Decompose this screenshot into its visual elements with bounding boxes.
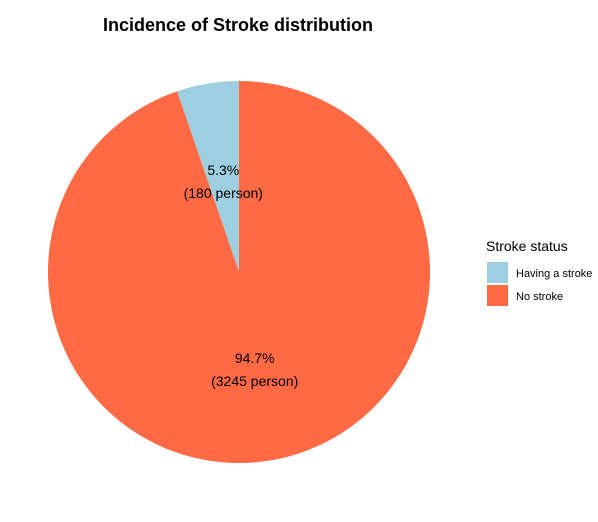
slice-having-stroke [177, 81, 239, 272]
slice-label-having-stroke-percent: 5.3% [207, 162, 239, 178]
legend-key-having-stroke [487, 262, 508, 283]
legend-key-no-stroke [487, 285, 508, 306]
legend-title: Stroke status [486, 238, 568, 254]
slice-label-having-stroke-count: (180 person) [184, 185, 263, 201]
slice-label-no-stroke-percent: 94.7% [235, 350, 275, 366]
slice-label-no-stroke-count: (3245 person) [211, 373, 298, 389]
chart-title: Incidence of Stroke distribution [103, 15, 373, 35]
slice-no-stroke [48, 81, 431, 463]
legend-label-no-stroke: No stroke [516, 291, 563, 303]
legend: Stroke status Having a stroke No stroke [486, 238, 592, 306]
pie-slices [48, 81, 431, 463]
legend-label-having-stroke: Having a stroke [516, 268, 592, 280]
